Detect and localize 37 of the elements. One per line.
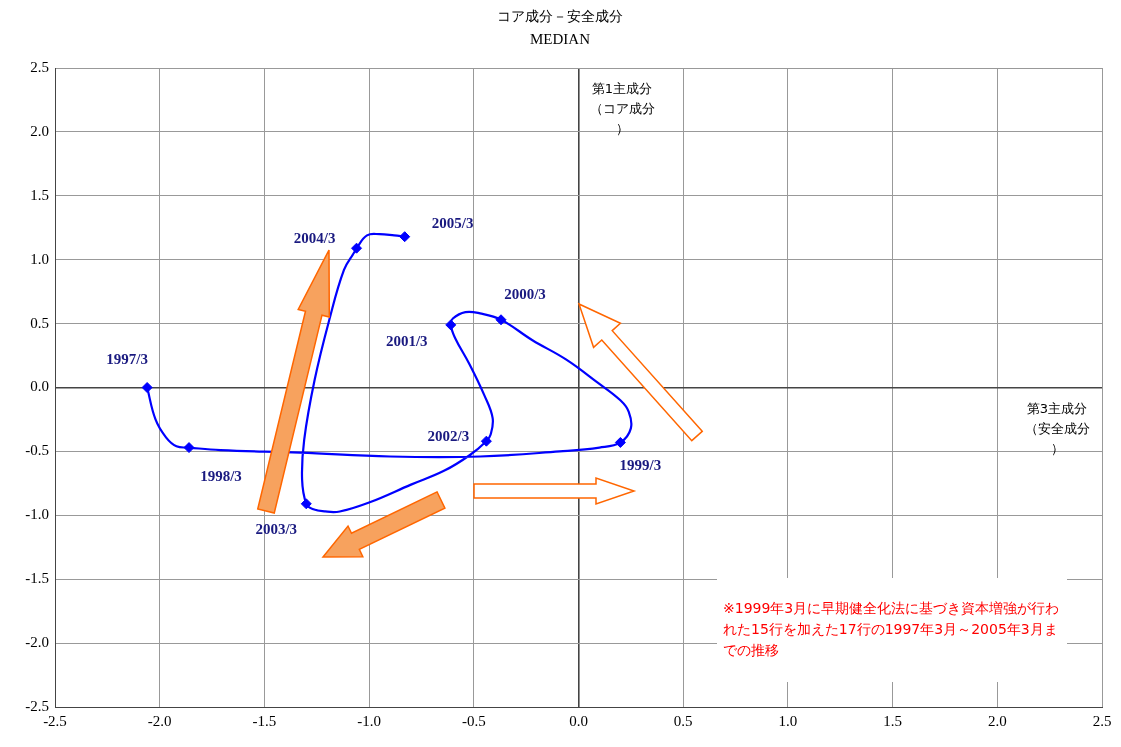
y-tick-label: -1.5 xyxy=(25,570,49,587)
x-tick-label: 2.0 xyxy=(987,712,1007,729)
annotation: 2002/3 xyxy=(427,428,470,445)
x-axis-title: 第3主成分（安全成分） xyxy=(1024,401,1090,457)
annotation: 1998/3 xyxy=(200,468,242,485)
y-tick-label: -1.0 xyxy=(25,506,49,523)
chart-subtitle: MEDIAN xyxy=(530,30,591,47)
annotation: 2000/3 xyxy=(504,285,546,302)
y-tick-label: 1.5 xyxy=(30,186,49,203)
annotation: 2004/3 xyxy=(293,230,336,247)
y-tick-label: 0.5 xyxy=(30,314,49,331)
annotation: 1997/3 xyxy=(106,351,148,368)
annotation: 2003/3 xyxy=(255,520,298,537)
annotation: 2005/3 xyxy=(431,214,474,231)
y-tick-label: -0.5 xyxy=(25,442,49,459)
y-tick-label: -2.5 xyxy=(25,697,49,714)
annotation: 1999/3 xyxy=(619,457,662,474)
x-tick-label: -2.5 xyxy=(43,712,67,729)
y-tick-label: 0.0 xyxy=(30,378,49,395)
y-tick-label: 2.5 xyxy=(30,58,49,75)
y-tick-label: -2.0 xyxy=(25,634,49,651)
x-tick-label: 0.5 xyxy=(673,712,693,729)
x-tick-label: 1.0 xyxy=(778,712,798,729)
x-tick-label: -0.5 xyxy=(461,712,486,729)
y-axis-title: 第1主成分（コア成分） xyxy=(589,81,655,137)
x-tick-label: -1.0 xyxy=(357,712,381,729)
x-tick-label: 0.0 xyxy=(569,712,588,729)
note-panel: ※1999年3月に早期健全化法に基づき資本増強が行われた15行を加えた17行の1997年3月～2005年3月までの推移 xyxy=(717,578,1067,682)
x-tick-label: -1.5 xyxy=(252,712,277,729)
point xyxy=(141,382,153,393)
chart-title: コア成分－安全成分 xyxy=(497,7,623,24)
y-tick-label: 1.0 xyxy=(30,250,49,267)
x-tick-label: -2.0 xyxy=(147,712,172,729)
y-tick-label: 2.0 xyxy=(30,122,49,139)
annotation: 2001/3 xyxy=(385,332,428,349)
x-tick-label: 2.5 xyxy=(1092,712,1112,729)
x-tick-label: 1.5 xyxy=(883,712,902,729)
